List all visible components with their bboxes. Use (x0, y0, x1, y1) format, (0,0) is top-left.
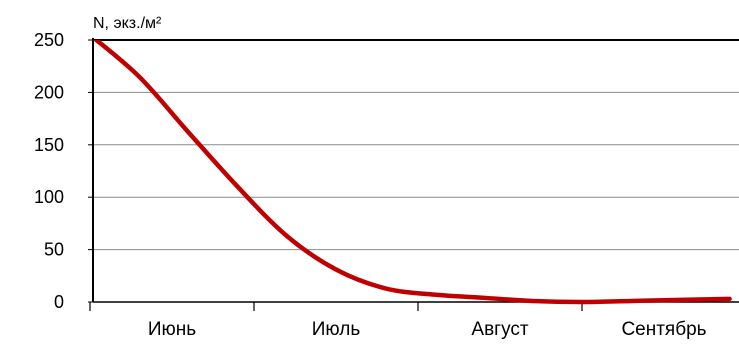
x-tick-labels: Июнь Июль Август Сентябрь (148, 319, 707, 340)
y-tick-label-50: 50 (44, 240, 64, 260)
series (93, 40, 732, 305)
y-tick-label-150: 150 (34, 135, 64, 155)
series-line-0 (93, 40, 732, 305)
y-tick-labels: 0 50 100 150 200 250 (34, 30, 64, 312)
x-tick-label-3: Сентябрь (621, 319, 706, 340)
y-tick-label-200: 200 (34, 82, 64, 102)
grid-lines (93, 39, 739, 251)
axes (88, 38, 739, 311)
y-axis-label: N, экз./м² (93, 15, 162, 32)
x-tick-label-0: Июнь (148, 319, 196, 340)
y-tick-label-250: 250 (34, 30, 64, 50)
y-tick-label-100: 100 (34, 187, 64, 207)
x-tick-label-1: Июль (312, 319, 361, 340)
y-tick-label-0: 0 (54, 292, 64, 312)
x-tick-label-2: Август (471, 319, 528, 340)
